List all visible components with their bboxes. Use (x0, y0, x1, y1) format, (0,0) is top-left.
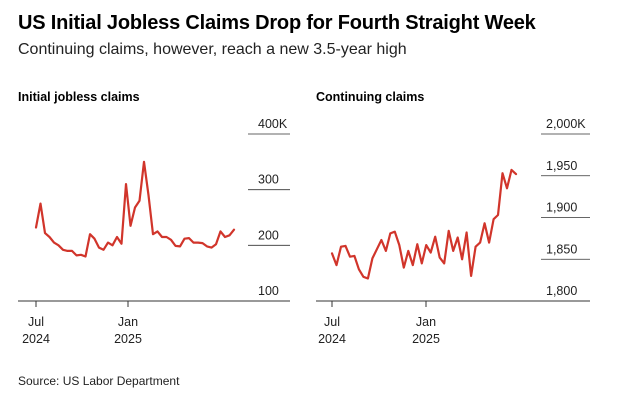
source-note: Source: US Labor Department (18, 374, 180, 388)
continuing-y-tick-label: 1,950 (546, 159, 577, 173)
initial-x-tick-year: 2024 (22, 332, 50, 346)
initial-y-tick-label: 400K (258, 117, 288, 131)
continuing-y-tick-label: 2,000K (546, 117, 586, 131)
continuing-y-tick-label: 1,900 (546, 201, 577, 215)
continuing-series-line (330, 168, 518, 280)
panel-title-continuing-claims: Continuing claims (316, 90, 425, 104)
continuing-x-tick-label: Jan (416, 315, 436, 329)
continuing-x-tick-year: 2025 (412, 332, 440, 346)
continuing-y-tick-label: 1,800 (546, 284, 577, 298)
panel-title-initial-claims: Initial jobless claims (18, 90, 140, 104)
initial-y-tick-label: 200 (258, 228, 279, 242)
initial-y-tick-label: 300 (258, 173, 279, 187)
initial-x-tick-year: 2025 (114, 332, 142, 346)
initial-y-tick-label: 100 (258, 284, 279, 298)
continuing-y-tick-label: 1,850 (546, 242, 577, 256)
initial-x-tick-label: Jan (118, 315, 138, 329)
continuing-x-tick-label: Jul (324, 315, 340, 329)
continuing-x-tick-year: 2024 (318, 332, 346, 346)
initial-series-line (34, 160, 236, 258)
chart-title: US Initial Jobless Claims Drop for Fourt… (18, 12, 536, 34)
initial-x-tick-label: Jul (28, 315, 44, 329)
chart-subtitle: Continuing claims, however, reach a new … (18, 41, 407, 58)
